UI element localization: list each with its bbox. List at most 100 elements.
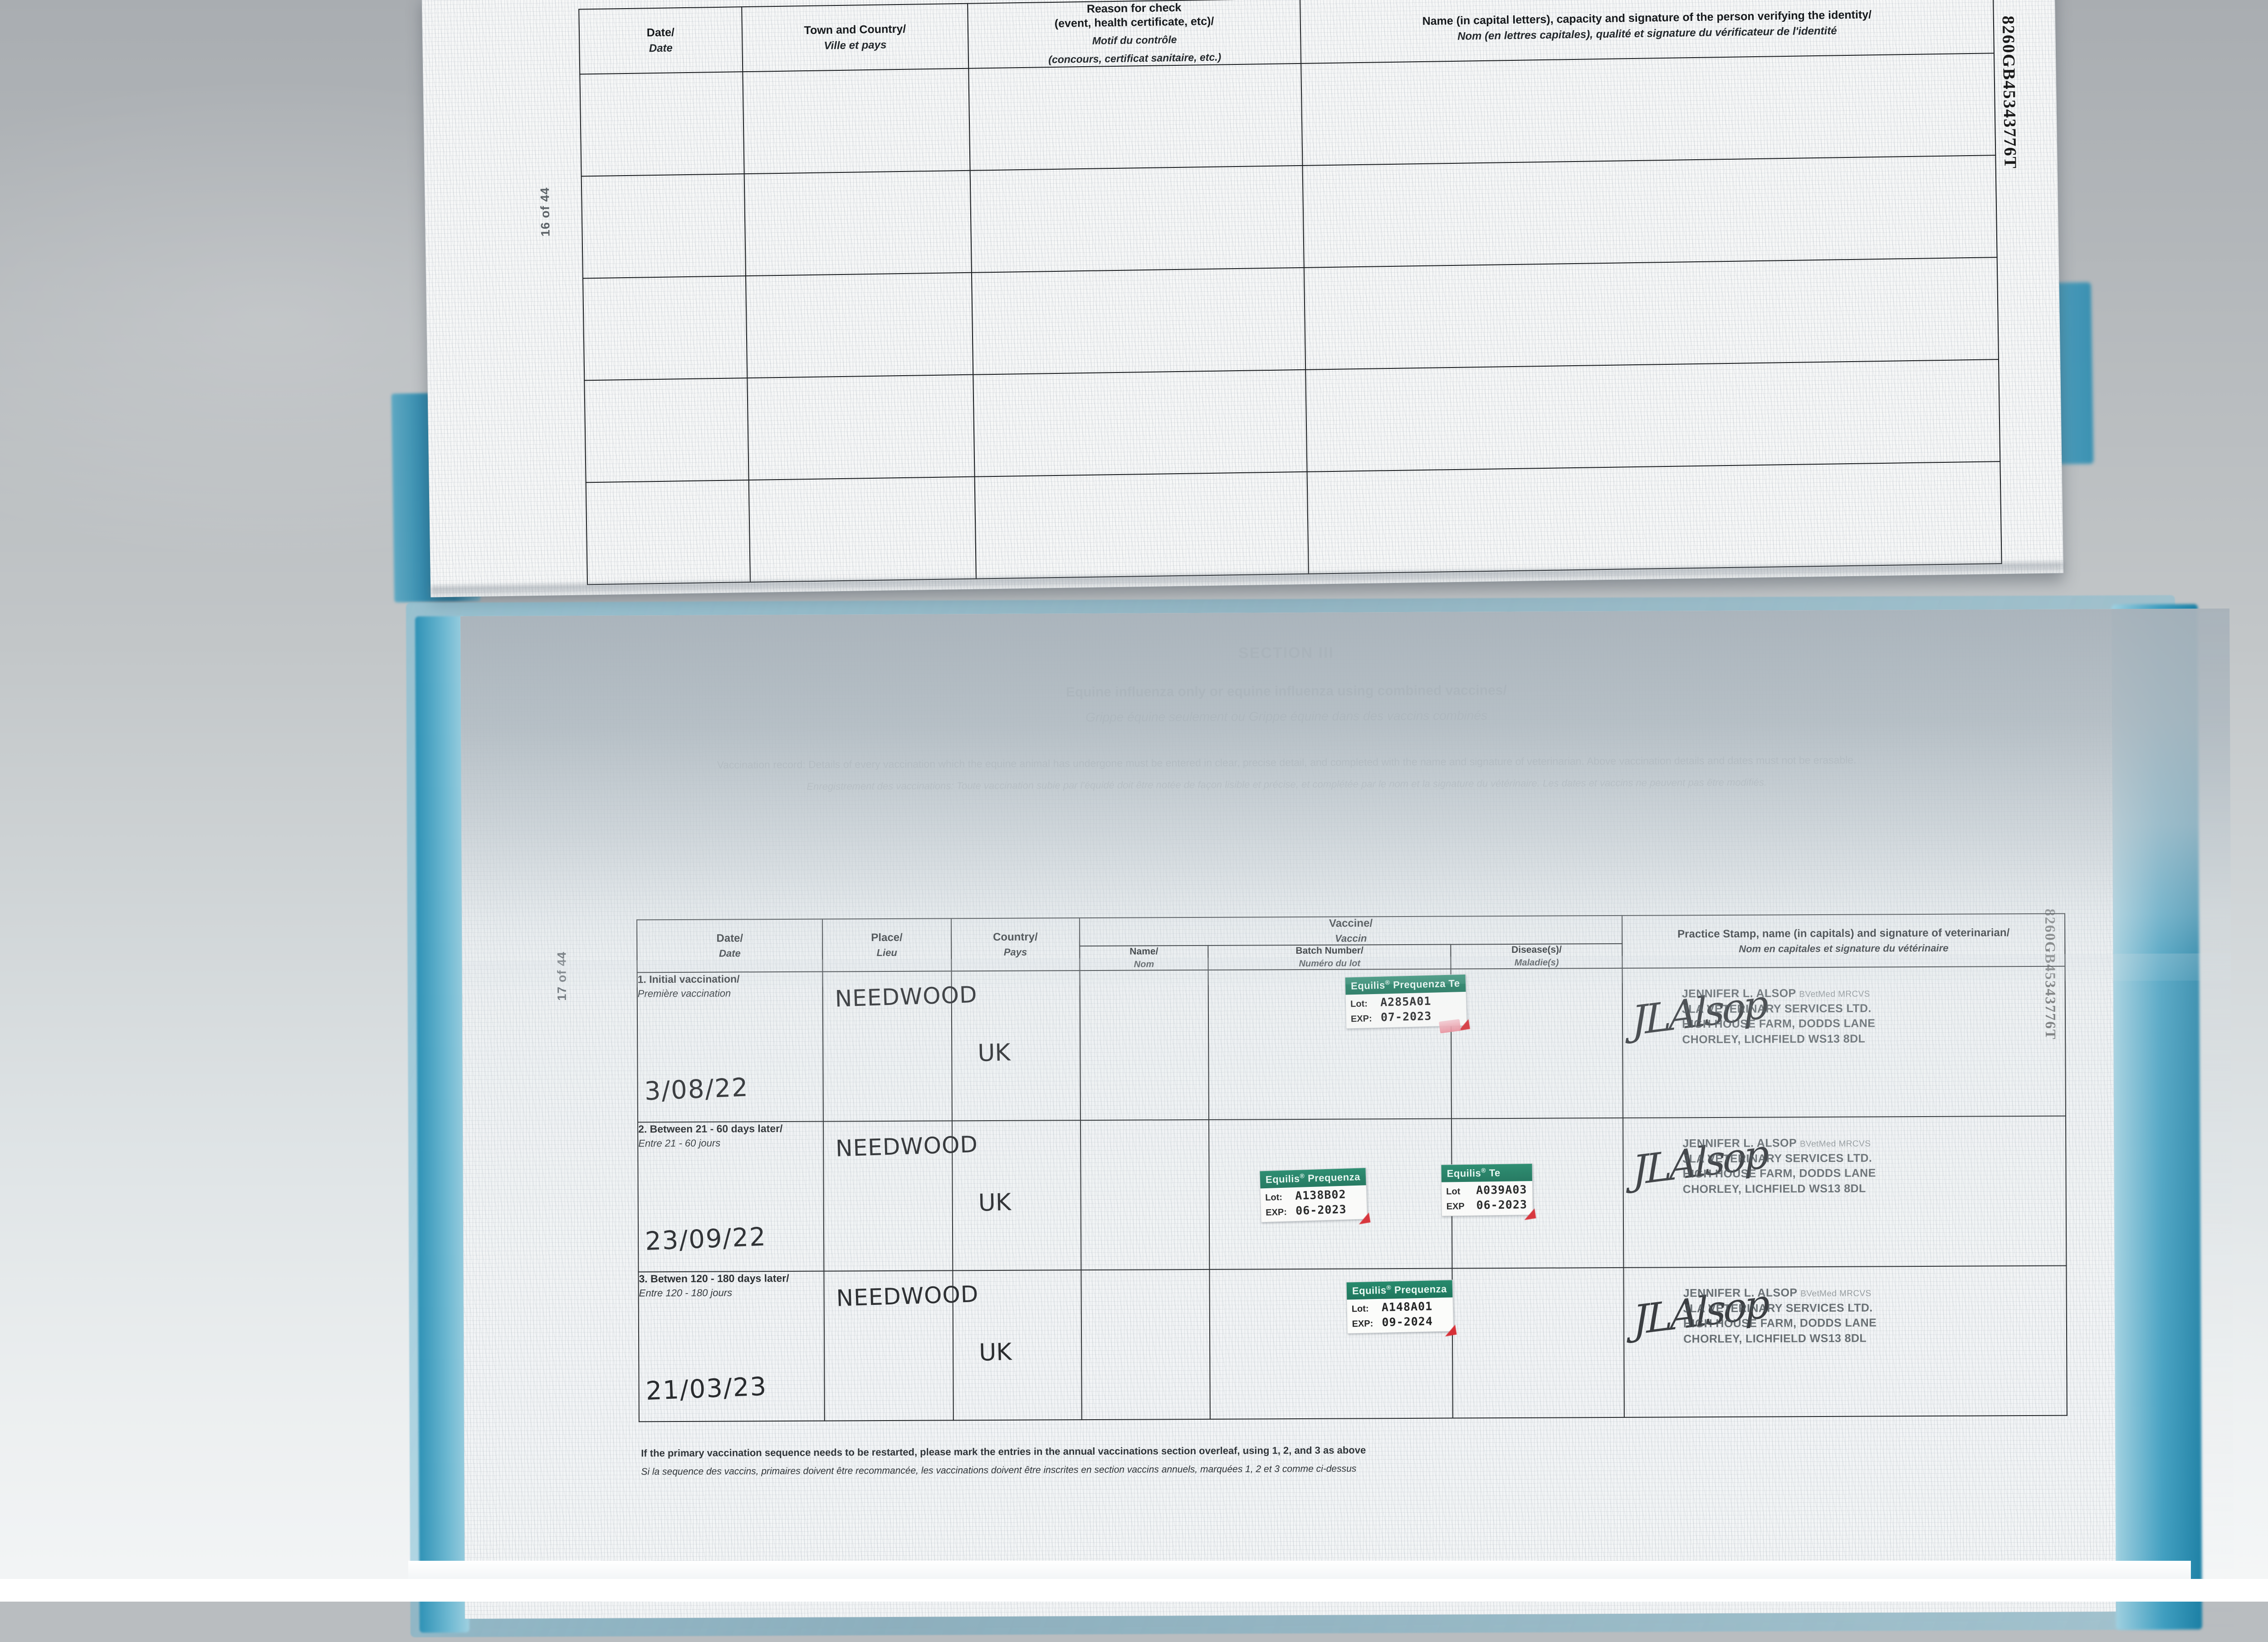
th-reason-for-check: Reason for check (event, health certific… [968,0,1301,69]
vaccine-disease-cell[interactable] [1452,1267,1624,1418]
section-subtitle-en: Equine influenza only or equine influenz… [1066,683,1507,700]
vaccination-place-cell[interactable]: NEEDWOOD [822,971,978,1122]
stamp-address-line1: HIGH HOUSE FARM, DODDS LANE [1682,1167,1876,1181]
identity-check-cell[interactable] [747,374,975,480]
identity-check-cell[interactable] [584,377,749,483]
identity-check-cell[interactable] [972,267,1306,375]
vaccine-label-sticker[interactable]: Equilis® Prequenza Lot: A148A01 EXP: 09-2024 [1346,1279,1457,1337]
practice-stamp-text: JENNIFER L. ALSOP BVetMed MRCVS JLA VETER… [1682,1135,1876,1197]
handwritten-date: 21/03/23 [645,1372,768,1406]
stage-label-fr: Entre 21 - 60 jours [638,1137,721,1149]
vaccine-batch-cell[interactable]: Equilis® Prequenza Lot: A148A01 EXP: 09-2024 [1209,1268,1457,1419]
handwritten-country: UK [978,1189,1012,1217]
identity-check-cell[interactable] [581,173,746,279]
vaccine-batch-cell[interactable]: Equilis® Prequenza Lot: A138B02 EXP: 06-2023… [1209,1118,1536,1269]
identity-check-cell[interactable] [973,369,1307,477]
identity-check-row[interactable] [581,155,1997,279]
practice-stamp-cell[interactable]: JLAlsop JENNIFER L. ALSOP BVetMed MRCVS JL… [1622,966,2066,1118]
identity-check-cell[interactable] [748,476,977,583]
identity-check-cell[interactable] [1302,155,1997,268]
stamp-qualification: BVetMed MRCVS [1799,1139,1871,1149]
vaccine-name-cell[interactable] [1080,1119,1210,1270]
practice-stamp-cell[interactable]: JLAlsop JENNIFER L. ALSOP BVetMed MRCVS JL… [1623,1265,2067,1417]
vaccination-table: Date/ Date Place/ Lieu Country/ Pays V [636,913,2068,1422]
sticker-product: Prequenza [1394,1283,1447,1296]
sticker-lot-value: A285A01 [1380,995,1432,1009]
stamp-practice-name: JLA VETERINARY SERVICES LTD. [1682,1152,1872,1165]
identity-check-cell[interactable] [1305,359,2000,472]
sticker-exp-label: EXP: [1352,1319,1374,1329]
identity-check-cell[interactable] [580,71,744,176]
vaccine-disease-cell[interactable] [1451,968,1623,1119]
vaccination-country-cell[interactable]: UK [952,1270,1082,1421]
vaccination-row[interactable]: 1. Initial vaccination/Première vaccinat… [637,966,2066,1122]
handwritten-date: 3/08/22 [644,1073,749,1107]
handwritten-date: 23/09/22 [644,1222,767,1256]
stamp-address-line2: CHORLEY, LICHFIELD WS13 8DL [1683,1332,1867,1345]
sticker-exp-value: 07-2023 [1380,1010,1432,1024]
stamp-practice-name: JLA VETERINARY SERVICES LTD. [1683,1301,1873,1315]
identity-check-cell[interactable] [1307,461,2002,574]
identity-check-cell[interactable] [742,68,971,174]
identity-check-cell[interactable] [1301,53,1996,166]
identity-check-row[interactable] [586,461,2002,585]
vaccination-row[interactable]: 2. Between 21 - 60 days later/Entre 21 -… [637,1116,2067,1272]
identity-check-row[interactable] [584,359,2000,483]
identity-check-row[interactable] [582,257,1999,381]
vth-country: Country/ Pays [951,918,1080,971]
vaccination-row[interactable]: 3. Betwen 120 - 180 days later/Entre 120… [638,1265,2067,1422]
restart-note-fr: Si la sequence des vaccins, primaires do… [641,1463,1357,1477]
vaccination-stage-date-cell[interactable]: 3. Betwen 120 - 180 days later/Entre 120… [638,1271,825,1422]
sticker-exp-value: 06-2023 [1295,1202,1347,1218]
vth-date: Date/ Date [637,919,823,973]
sticker-lot-row: Lot: A148A01 [1347,1298,1453,1315]
practice-stamp-cell[interactable]: JLAlsop JENNIFER L. ALSOP BVetMed MRCVS JL… [1623,1116,2067,1268]
identity-check-cell[interactable] [744,170,972,276]
sticker-brand-bar: Equilis® Prequenza [1346,1280,1453,1300]
identity-check-cell[interactable] [745,272,973,378]
bottom-page-paper: 17 of 44 8260GB45343776T SECTION III Equ… [460,608,2234,1642]
identification-fragment-text: d'identification ) [576,0,648,1]
practice-stamp-text: JENNIFER L. ALSOP BVetMed MRCVS JLA VETER… [1683,1285,1877,1347]
identity-check-row[interactable] [580,53,1996,176]
vaccine-name-cell[interactable] [1081,1269,1211,1420]
vaccine-batch-cell[interactable]: Equilis® Prequenza Te Lot: A285A01 EXP: 07-2… [1208,969,1470,1120]
vaccination-stage-date-cell[interactable]: 1. Initial vaccination/Première vaccinat… [637,971,824,1122]
sticker-product: Prequenza [1307,1171,1361,1184]
stage-label-fr: Première vaccination [637,987,731,1000]
registered-trademark-icon: ® [1385,979,1390,986]
stamp-address-line2: CHORLEY, LICHFIELD WS13 8DL [1682,1182,1866,1196]
identity-check-cell[interactable] [968,63,1303,171]
identity-check-cell[interactable] [970,165,1304,273]
registered-trademark-icon: ® [1300,1172,1305,1180]
sticker-exp-label: EXP: [1266,1207,1287,1218]
sticker-lot-value: A138B02 [1295,1187,1347,1203]
stamp-practice-name: JLA VETERINARY SERVICES LTD. [1681,1002,1872,1015]
stage-label-en: 1. Initial vaccination/ [637,973,740,985]
vaccine-name-cell[interactable] [1080,970,1209,1121]
vaccination-place-cell[interactable]: NEEDWOOD [823,1121,978,1271]
identity-check-cell[interactable] [586,480,750,585]
registered-trademark-icon: ® [1386,1284,1392,1291]
identity-check-cell[interactable] [975,471,1309,579]
sticker-brand: Equilis [1352,1284,1387,1297]
section-subtitle-fr: Grippe équine seulement ou Grippe équine… [1085,708,1487,725]
restart-note-en: If the primary vaccination sequence need… [641,1444,1366,1459]
section-heading-block: SECTION III Equine influenza only or equ… [460,641,2112,795]
identity-check-cell[interactable] [582,275,747,381]
vth-practice-stamp: Practice Stamp, name (in capitals) and s… [1622,913,2065,968]
top-page-number: 16 of 44 [538,187,552,237]
th-verifier-name: Name (in capital letters), capacity and … [1300,0,1994,64]
vaccine-label-sticker[interactable]: Equilis® Prequenza Lot: A138B02 EXP: 06-2023 [1259,1167,1371,1225]
practice-stamp-text: JENNIFER L. ALSOP BVetMed MRCVS JLA VETER… [1682,985,1876,1047]
stamp-vet-name: JENNIFER L. ALSOP BVetMed MRCVS [1681,987,1870,1000]
vaccination-country-cell[interactable]: UK [952,1120,1081,1271]
identity-check-table: Date/ Date Town and Country/ Ville et pa… [578,0,2002,585]
vaccine-label-sticker[interactable]: Equilis® Prequenza Te Lot: A285A01 EXP: 07-2… [1344,974,1470,1034]
identity-check-cell[interactable] [1304,257,1999,370]
vaccination-country-cell[interactable]: UK [951,970,1080,1121]
vaccination-stage-date-cell[interactable]: 2. Between 21 - 60 days later/Entre 21 -… [637,1121,824,1272]
stamp-address-line2: CHORLEY, LICHFIELD WS13 8DL [1682,1032,1866,1046]
vaccination-place-cell[interactable]: NEEDWOOD [824,1270,979,1421]
vaccine-disease-cell[interactable] [1452,1118,1624,1269]
